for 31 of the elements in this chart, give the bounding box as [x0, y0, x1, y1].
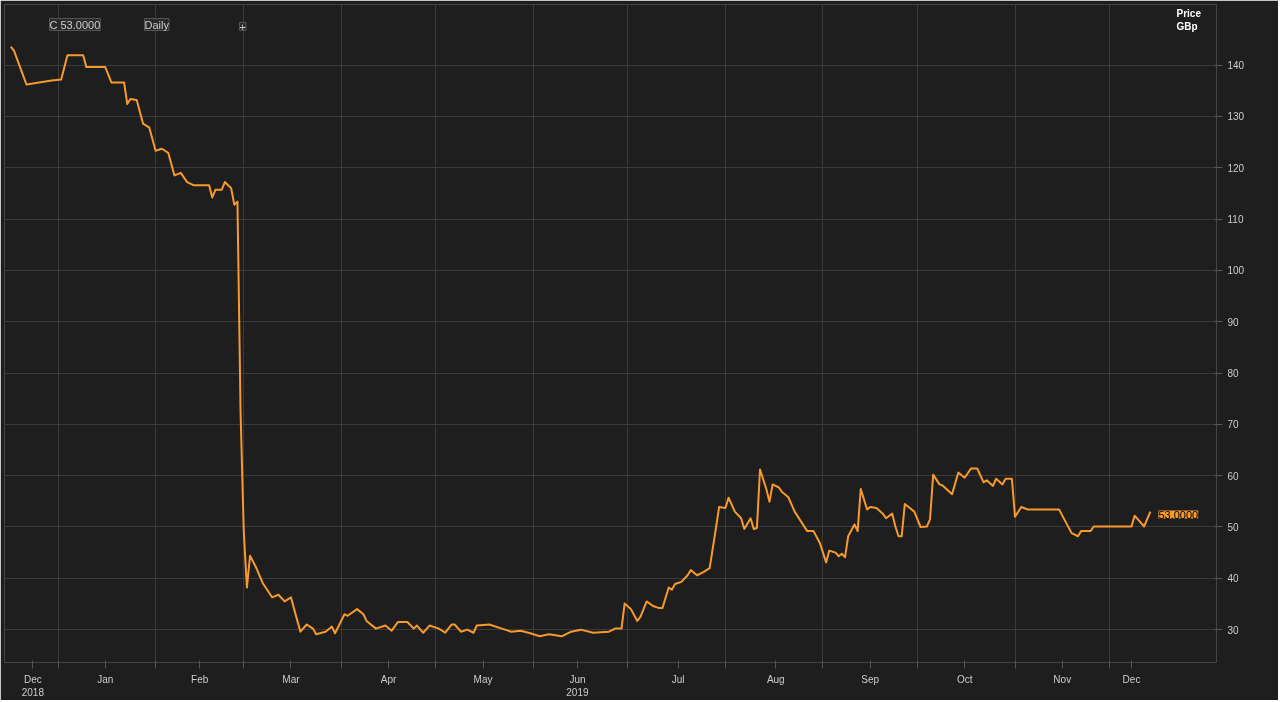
x-tick-label: Jun 2019 — [566, 673, 590, 698]
y-tick-label: 90 — [1227, 316, 1240, 328]
x-tick-label: Dec 2018 — [21, 673, 45, 698]
y-tick-label: 130 — [1227, 111, 1245, 123]
x-tick-label: Sep — [861, 673, 880, 685]
annotation: Daily — [144, 18, 170, 31]
y-tick-label: 120 — [1227, 162, 1245, 174]
x-tick-label: Aug — [766, 673, 785, 685]
y-tick-label: 60 — [1227, 470, 1240, 482]
x-tick-label: Oct — [956, 673, 973, 685]
annotation: + — [239, 20, 246, 33]
y-tick-label: 140 — [1227, 60, 1245, 72]
y-tick-label: 100 — [1227, 265, 1245, 277]
line-series — [9, 45, 1152, 638]
annotation: C 53.0000 — [49, 18, 101, 31]
x-tick-label: May — [473, 673, 493, 685]
y-tick-label: 50 — [1227, 522, 1240, 533]
x-tick-label: Apr — [380, 673, 398, 685]
y-tick-label: 110 — [1227, 214, 1244, 226]
x-tick-label: Feb — [191, 673, 209, 685]
y-tick-label: 30 — [1227, 624, 1240, 636]
y-axis-title: Price GBp — [1176, 8, 1202, 33]
x-tick-label: Jan — [97, 673, 114, 685]
y-tick-label: 70 — [1227, 419, 1240, 431]
x-tick-label: Dec — [1122, 673, 1141, 685]
y-tick-label: 80 — [1227, 368, 1240, 380]
annotation: 53.0000 — [1158, 508, 1199, 521]
y-tick-label: 40 — [1227, 573, 1240, 585]
x-tick-label: Nov — [1053, 673, 1072, 685]
x-tick-label: Mar — [282, 673, 301, 685]
x-tick-label: Jul — [671, 673, 685, 685]
